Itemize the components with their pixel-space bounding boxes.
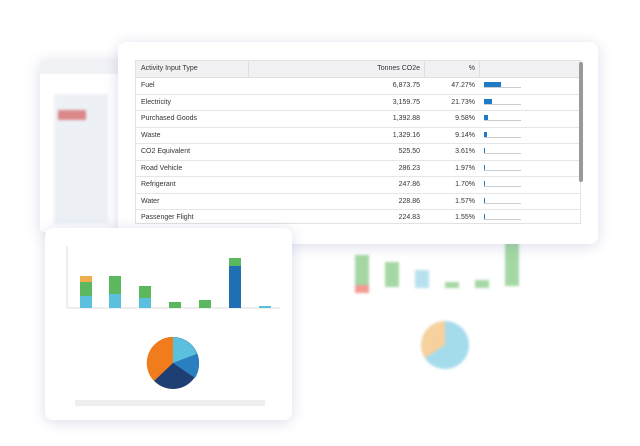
bg-bar bbox=[415, 270, 429, 288]
table-cell: Road Vehicle bbox=[141, 164, 183, 172]
table-row bbox=[136, 77, 580, 95]
chart-bar bbox=[169, 302, 181, 308]
table-cell: 286.23 bbox=[398, 164, 420, 172]
percent-track bbox=[484, 82, 521, 88]
bg-bar bbox=[505, 238, 519, 286]
table-row bbox=[136, 193, 580, 210]
bg-bar bbox=[385, 262, 399, 287]
bg-bar bbox=[445, 282, 459, 288]
column-divider bbox=[424, 61, 425, 77]
table-cell: 21.73% bbox=[451, 98, 475, 106]
table-cell: 1.57% bbox=[455, 197, 475, 205]
table-cell: 3,159.75 bbox=[392, 98, 420, 106]
table-cell: 224.83 bbox=[398, 214, 420, 221]
table-cell: 1.70% bbox=[455, 181, 475, 188]
chart-bar bbox=[199, 300, 211, 308]
table-cell: 1,392.88 bbox=[392, 115, 420, 122]
chart-bar bbox=[109, 294, 121, 308]
window-bar bbox=[40, 60, 136, 74]
chart-bar bbox=[229, 258, 241, 266]
table-cell: Refrigerant bbox=[141, 181, 176, 188]
header-cell: % bbox=[468, 65, 475, 72]
percent-track bbox=[484, 148, 521, 154]
table-cell: CO2 Equivalent bbox=[141, 148, 191, 155]
table-cell: Passenger Flight bbox=[141, 214, 194, 221]
percent-track bbox=[484, 99, 521, 105]
dashboard-charts bbox=[66, 246, 280, 406]
table-cell: 9.58% bbox=[455, 115, 475, 122]
table-cell: 47.27% bbox=[451, 82, 475, 89]
percent-bar bbox=[484, 197, 485, 203]
percent-track bbox=[484, 165, 521, 171]
percent-track bbox=[484, 198, 521, 204]
percent-bar bbox=[484, 98, 493, 104]
chart-bar bbox=[259, 306, 271, 308]
column-divider bbox=[248, 61, 249, 77]
pie-slice bbox=[146, 336, 173, 381]
table-cell: 6,873.75 bbox=[392, 82, 420, 89]
percent-bar bbox=[484, 115, 488, 120]
logo bbox=[58, 110, 86, 120]
table-cell: 3.61% bbox=[455, 148, 475, 155]
table-cell: 1.55% bbox=[455, 214, 475, 221]
percent-track bbox=[484, 115, 521, 121]
percent-bar bbox=[484, 214, 485, 219]
table-cell: Purchased Goods bbox=[141, 115, 198, 122]
table-cell: 1,329.16 bbox=[392, 131, 420, 139]
percent-track bbox=[484, 181, 521, 187]
table-header bbox=[136, 61, 580, 78]
table-row bbox=[136, 94, 580, 111]
table-cell: 1.97% bbox=[455, 164, 475, 172]
table-row bbox=[136, 160, 580, 177]
chart-bar bbox=[139, 298, 151, 308]
table-card: Activity Input Type Tonnes CO2e% Fuel 6,873… bbox=[118, 42, 598, 244]
legend-placeholder bbox=[75, 400, 265, 406]
pie-slice bbox=[173, 354, 200, 378]
bg-pie-slice bbox=[421, 321, 445, 358]
bg-bar bbox=[475, 280, 489, 288]
table: Activity Input Type Tonnes CO2e% Fuel 6,873… bbox=[135, 60, 581, 224]
percent-track bbox=[484, 214, 521, 220]
table-cell: Water bbox=[141, 197, 160, 205]
chart-bar bbox=[229, 258, 241, 308]
table-cell: Fuel bbox=[141, 82, 155, 89]
table-cell: Waste bbox=[141, 131, 161, 139]
percent-track bbox=[484, 132, 521, 138]
table-row bbox=[136, 143, 580, 161]
percent-bar bbox=[484, 82, 502, 87]
table-cell: 228.86 bbox=[398, 197, 420, 205]
table-cell: 9.14% bbox=[455, 131, 475, 139]
column-divider bbox=[479, 61, 480, 77]
chart-bar bbox=[80, 282, 92, 296]
table-row bbox=[136, 127, 580, 144]
percent-bar bbox=[484, 131, 488, 137]
table-row bbox=[136, 176, 580, 194]
chart-bar bbox=[80, 276, 92, 282]
bg-bar bbox=[355, 285, 369, 293]
header-cell: Tonnes CO2e bbox=[377, 65, 420, 72]
percent-bar bbox=[484, 148, 486, 153]
table-row bbox=[136, 110, 580, 128]
pie-slice bbox=[173, 337, 197, 363]
table-cell: 247.86 bbox=[398, 181, 420, 188]
percent-bar bbox=[484, 181, 485, 186]
dashboard-card bbox=[45, 228, 292, 420]
bg-bar bbox=[355, 255, 369, 285]
header-cell: Activity Input Type bbox=[141, 65, 198, 72]
scrollbar bbox=[579, 62, 583, 182]
percent-bar bbox=[484, 164, 485, 170]
table-cell: 525.50 bbox=[398, 148, 420, 155]
table-cell: Electricity bbox=[141, 98, 171, 106]
